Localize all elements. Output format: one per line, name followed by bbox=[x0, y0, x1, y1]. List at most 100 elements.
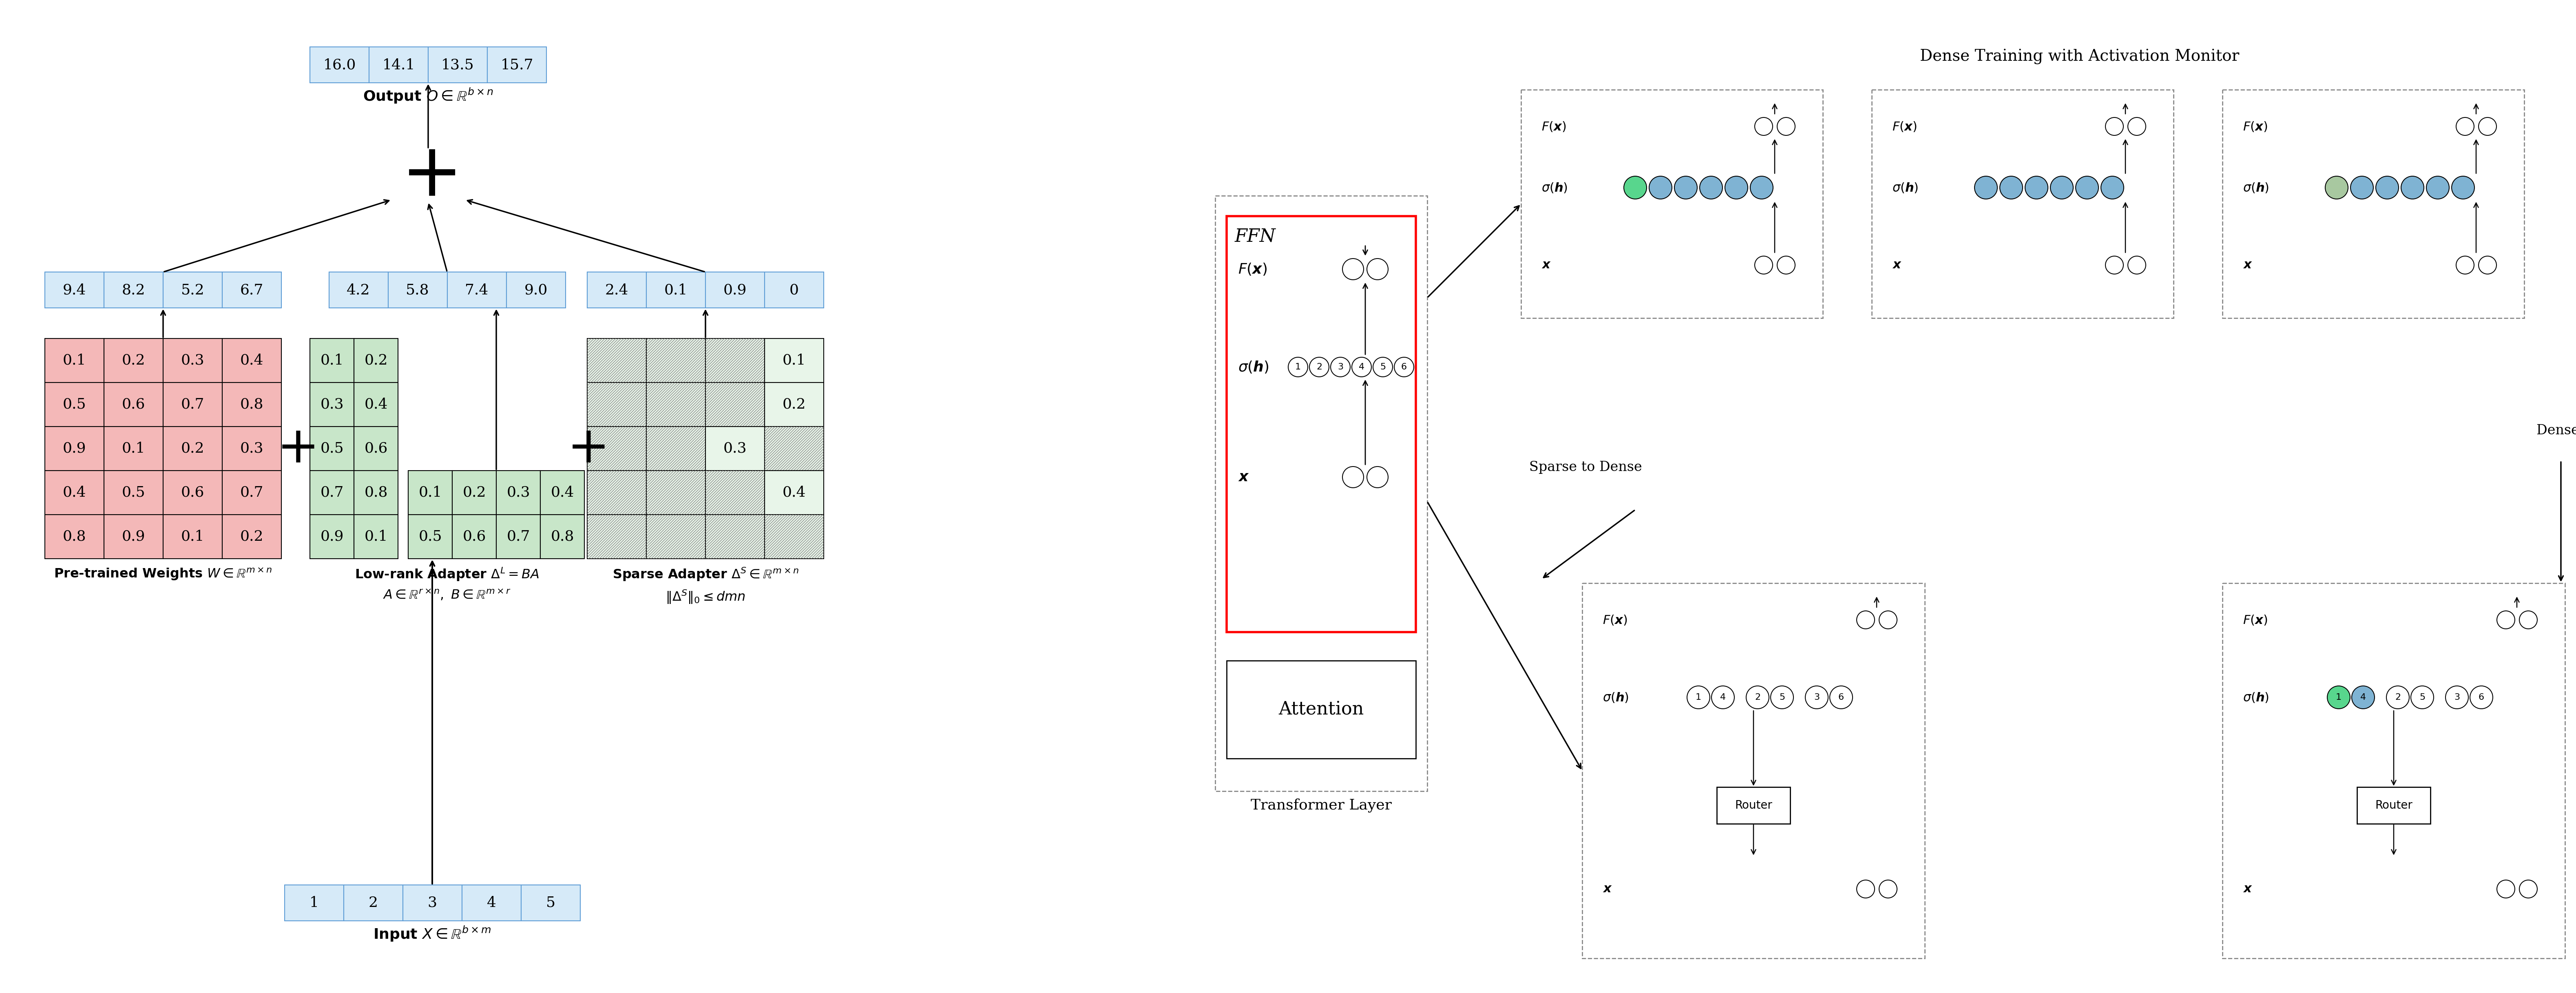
Text: 5: 5 bbox=[1381, 363, 1386, 371]
Text: 5: 5 bbox=[1780, 693, 1785, 701]
Text: 4.2: 4.2 bbox=[348, 283, 371, 297]
Circle shape bbox=[2470, 686, 2494, 709]
Text: $\sigma(\boldsymbol{h})$: $\sigma(\boldsymbol{h})$ bbox=[1540, 182, 1569, 194]
Circle shape bbox=[2411, 686, 2434, 709]
FancyBboxPatch shape bbox=[407, 471, 453, 514]
Circle shape bbox=[1777, 256, 1795, 274]
FancyBboxPatch shape bbox=[765, 272, 824, 308]
Circle shape bbox=[1777, 117, 1795, 135]
FancyBboxPatch shape bbox=[706, 272, 765, 308]
FancyBboxPatch shape bbox=[647, 339, 706, 382]
Text: 3: 3 bbox=[1814, 693, 1819, 701]
FancyBboxPatch shape bbox=[428, 47, 487, 82]
FancyBboxPatch shape bbox=[162, 471, 222, 514]
Text: 0: 0 bbox=[788, 283, 799, 297]
FancyBboxPatch shape bbox=[283, 885, 343, 921]
Circle shape bbox=[1623, 176, 1646, 199]
Text: 0.7: 0.7 bbox=[507, 529, 531, 543]
Circle shape bbox=[2478, 256, 2496, 274]
FancyBboxPatch shape bbox=[461, 885, 520, 921]
Text: $\sigma(\boldsymbol{h})$: $\sigma(\boldsymbol{h})$ bbox=[1602, 691, 1628, 704]
Text: 0.2: 0.2 bbox=[363, 354, 389, 367]
Text: 13.5: 13.5 bbox=[440, 58, 474, 71]
FancyBboxPatch shape bbox=[389, 272, 448, 308]
Text: 5.2: 5.2 bbox=[180, 283, 204, 297]
FancyBboxPatch shape bbox=[706, 339, 765, 382]
Text: $\sigma(\boldsymbol{h})$: $\sigma(\boldsymbol{h})$ bbox=[2244, 182, 2269, 194]
FancyBboxPatch shape bbox=[309, 514, 353, 559]
Text: $\boldsymbol{x}$: $\boldsymbol{x}$ bbox=[1239, 471, 1249, 484]
FancyBboxPatch shape bbox=[222, 382, 281, 427]
Text: 0.7: 0.7 bbox=[180, 397, 204, 411]
Circle shape bbox=[1288, 357, 1309, 376]
Circle shape bbox=[1332, 357, 1350, 376]
Text: 6: 6 bbox=[1839, 693, 1844, 701]
Text: 6.7: 6.7 bbox=[240, 283, 263, 297]
Text: 0.3: 0.3 bbox=[507, 486, 531, 499]
Circle shape bbox=[1754, 117, 1772, 135]
FancyBboxPatch shape bbox=[1716, 787, 1790, 824]
FancyBboxPatch shape bbox=[706, 382, 765, 427]
FancyBboxPatch shape bbox=[706, 427, 765, 471]
Text: 0.3: 0.3 bbox=[180, 354, 204, 367]
Text: 1: 1 bbox=[2336, 693, 2342, 701]
FancyBboxPatch shape bbox=[1226, 660, 1417, 759]
Circle shape bbox=[1770, 686, 1793, 709]
Text: $\sigma(\boldsymbol{h})$: $\sigma(\boldsymbol{h})$ bbox=[1239, 359, 1270, 374]
Circle shape bbox=[1747, 686, 1770, 709]
FancyBboxPatch shape bbox=[765, 427, 824, 471]
Text: 3: 3 bbox=[1337, 363, 1342, 371]
Circle shape bbox=[1878, 880, 1896, 898]
Circle shape bbox=[2385, 686, 2409, 709]
FancyBboxPatch shape bbox=[353, 339, 399, 382]
FancyBboxPatch shape bbox=[647, 427, 706, 471]
Text: 3: 3 bbox=[428, 896, 438, 910]
Text: 5: 5 bbox=[2419, 693, 2424, 701]
FancyBboxPatch shape bbox=[309, 339, 353, 382]
Text: 0.1: 0.1 bbox=[665, 283, 688, 297]
FancyBboxPatch shape bbox=[44, 427, 103, 471]
Circle shape bbox=[2445, 686, 2468, 709]
FancyBboxPatch shape bbox=[222, 272, 281, 308]
FancyBboxPatch shape bbox=[103, 272, 162, 308]
FancyBboxPatch shape bbox=[497, 471, 541, 514]
Text: Router: Router bbox=[2375, 799, 2414, 811]
FancyBboxPatch shape bbox=[520, 885, 580, 921]
Text: Attention: Attention bbox=[1278, 701, 1363, 718]
Text: 0.3: 0.3 bbox=[240, 442, 263, 456]
FancyBboxPatch shape bbox=[222, 339, 281, 382]
Circle shape bbox=[1999, 176, 2022, 199]
Text: 0.1: 0.1 bbox=[363, 529, 389, 543]
Text: 4: 4 bbox=[1721, 693, 1726, 701]
Text: 0.1: 0.1 bbox=[417, 486, 443, 499]
Text: $F(\boldsymbol{x})$: $F(\boldsymbol{x})$ bbox=[1602, 614, 1628, 627]
FancyBboxPatch shape bbox=[44, 514, 103, 559]
FancyBboxPatch shape bbox=[541, 514, 585, 559]
FancyBboxPatch shape bbox=[330, 272, 389, 308]
Text: 0.4: 0.4 bbox=[551, 486, 574, 499]
Text: 2: 2 bbox=[1754, 693, 1759, 701]
FancyBboxPatch shape bbox=[44, 382, 103, 427]
Text: Sparse to Dense: Sparse to Dense bbox=[1530, 461, 1641, 474]
FancyBboxPatch shape bbox=[587, 514, 647, 559]
Text: $\boldsymbol{x}$: $\boldsymbol{x}$ bbox=[2244, 883, 2251, 895]
Text: 5.8: 5.8 bbox=[407, 283, 430, 297]
Circle shape bbox=[2452, 176, 2476, 199]
Text: 4: 4 bbox=[1358, 363, 1365, 371]
Text: $F(\boldsymbol{x})$: $F(\boldsymbol{x})$ bbox=[1239, 262, 1267, 276]
Text: 4: 4 bbox=[2360, 693, 2365, 701]
FancyBboxPatch shape bbox=[706, 471, 765, 514]
FancyBboxPatch shape bbox=[353, 427, 399, 471]
Circle shape bbox=[2326, 176, 2349, 199]
Text: 0.3: 0.3 bbox=[319, 397, 343, 411]
Text: Transformer Layer: Transformer Layer bbox=[1252, 798, 1391, 812]
Text: 1: 1 bbox=[1695, 693, 1700, 701]
FancyBboxPatch shape bbox=[407, 514, 453, 559]
Text: 0.5: 0.5 bbox=[121, 486, 144, 499]
FancyBboxPatch shape bbox=[44, 272, 103, 308]
Circle shape bbox=[1649, 176, 1672, 199]
FancyBboxPatch shape bbox=[587, 382, 647, 427]
FancyBboxPatch shape bbox=[765, 339, 824, 382]
Text: 0.2: 0.2 bbox=[783, 397, 806, 411]
FancyBboxPatch shape bbox=[487, 47, 546, 82]
